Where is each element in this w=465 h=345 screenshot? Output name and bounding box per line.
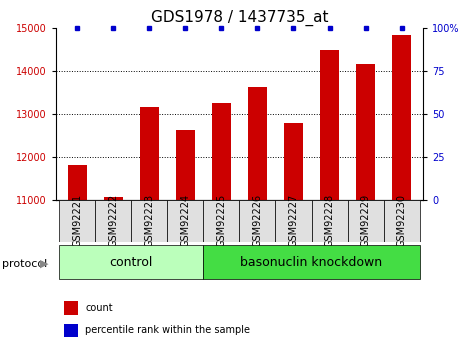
Text: GSM92230: GSM92230: [397, 194, 406, 247]
Bar: [64, 324, 78, 337]
Bar: [284, 123, 303, 345]
FancyBboxPatch shape: [95, 200, 132, 242]
FancyBboxPatch shape: [312, 200, 347, 242]
Bar: [319, 50, 339, 345]
FancyBboxPatch shape: [275, 200, 312, 242]
Bar: [247, 87, 267, 345]
FancyBboxPatch shape: [384, 200, 419, 242]
Text: GSM92227: GSM92227: [288, 194, 299, 247]
FancyBboxPatch shape: [60, 200, 95, 242]
Text: GSM92229: GSM92229: [360, 194, 371, 247]
Text: GSM92224: GSM92224: [180, 194, 191, 247]
FancyBboxPatch shape: [60, 245, 204, 279]
Text: ▶: ▶: [40, 259, 48, 269]
FancyBboxPatch shape: [239, 200, 275, 242]
FancyBboxPatch shape: [204, 200, 239, 242]
Text: GSM92225: GSM92225: [217, 194, 226, 247]
FancyBboxPatch shape: [167, 200, 204, 242]
Text: GSM92222: GSM92222: [108, 194, 119, 247]
FancyBboxPatch shape: [204, 245, 419, 279]
Text: GSM92226: GSM92226: [252, 194, 262, 247]
Bar: [104, 197, 123, 345]
Text: GSM92221: GSM92221: [73, 194, 82, 247]
Text: percentile rank within the sample: percentile rank within the sample: [86, 325, 251, 335]
Bar: [212, 102, 232, 345]
Text: protocol: protocol: [2, 259, 47, 269]
Text: GSM92228: GSM92228: [325, 194, 334, 247]
FancyBboxPatch shape: [347, 200, 384, 242]
Title: GDS1978 / 1437735_at: GDS1978 / 1437735_at: [151, 10, 328, 26]
Bar: [140, 107, 159, 345]
Bar: [64, 301, 78, 315]
Bar: [176, 130, 195, 345]
Text: control: control: [110, 256, 153, 269]
Bar: [356, 64, 375, 345]
Text: count: count: [86, 303, 113, 313]
FancyBboxPatch shape: [132, 200, 167, 242]
Text: GSM92223: GSM92223: [145, 194, 154, 247]
Bar: [392, 35, 412, 345]
Bar: [67, 165, 87, 345]
Text: basonuclin knockdown: basonuclin knockdown: [240, 256, 383, 269]
